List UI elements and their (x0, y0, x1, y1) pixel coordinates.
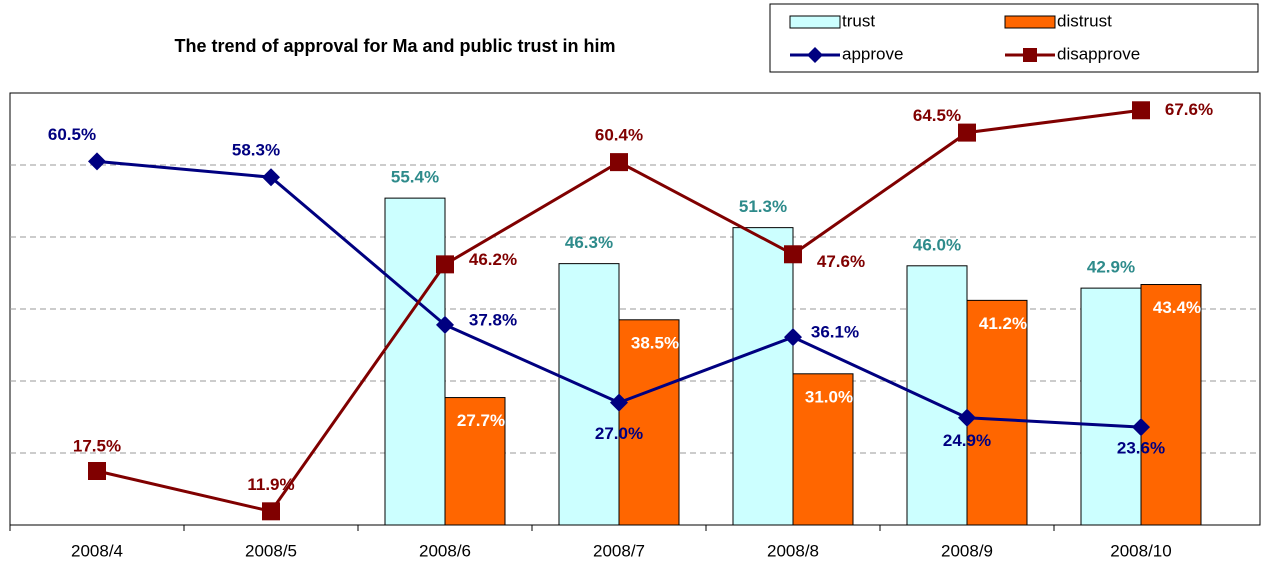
x-tick-label: 2008/5 (245, 541, 297, 560)
data-label: 27.7% (457, 411, 505, 430)
bar (732, 227, 794, 526)
marker (436, 255, 454, 274)
data-label: 17.5% (73, 436, 121, 455)
bar (558, 263, 620, 526)
marker (610, 153, 628, 172)
marker (1132, 418, 1150, 437)
data-label: 46.2% (469, 250, 517, 269)
data-label: 11.9% (247, 475, 294, 494)
bar (1080, 287, 1142, 526)
legend-label: trust (842, 11, 875, 30)
marker (262, 168, 280, 187)
data-label: 23.6% (1117, 439, 1165, 458)
data-label: 47.6% (817, 252, 865, 271)
x-tick-label: 2008/7 (593, 541, 645, 560)
marker (784, 245, 802, 264)
legend-swatch (789, 15, 841, 29)
data-label: 27.0% (595, 424, 643, 443)
data-label: 36.1% (811, 323, 859, 342)
marker (958, 408, 976, 427)
data-label: 51.3% (739, 197, 787, 216)
legend-label: approve (842, 44, 903, 63)
data-label: 67.6% (1165, 100, 1213, 119)
data-label: 43.4% (1153, 298, 1201, 317)
bar (966, 299, 1028, 526)
legend-label: disapprove (1057, 44, 1140, 63)
legend-marker (1023, 48, 1037, 62)
data-label: 60.5% (48, 125, 96, 144)
data-label: 60.4% (595, 126, 643, 145)
marker (784, 328, 802, 347)
bar (618, 319, 680, 526)
marker (1132, 101, 1150, 120)
marker (958, 123, 976, 142)
data-label: 42.9% (1087, 258, 1135, 277)
data-label: 55.4% (391, 168, 439, 187)
marker (88, 152, 106, 171)
marker (436, 315, 454, 334)
bar (444, 397, 506, 526)
bar (792, 373, 854, 526)
x-tick-label: 2008/10 (1110, 541, 1171, 560)
legend-box (769, 3, 1259, 73)
marker (610, 393, 628, 412)
legend-swatch (1004, 15, 1056, 29)
x-tick-label: 2008/4 (71, 541, 123, 560)
data-label: 31.0% (805, 387, 853, 406)
data-label: 46.0% (913, 235, 961, 254)
data-label: 64.5% (913, 106, 961, 125)
x-tick-label: 2008/8 (767, 541, 819, 560)
legend-label: distrust (1057, 11, 1112, 30)
marker (88, 462, 106, 480)
marker (262, 502, 280, 521)
data-label: 37.8% (469, 310, 517, 329)
chart-title: The trend of approval for Ma and public … (174, 36, 615, 56)
legend-marker (807, 47, 823, 63)
data-label: 58.3% (232, 141, 280, 160)
x-tick-label: 2008/6 (419, 541, 471, 560)
data-label: 24.9% (943, 431, 991, 450)
x-tick-label: 2008/9 (941, 541, 993, 560)
data-label: 38.5% (631, 333, 679, 352)
bar (1140, 284, 1202, 526)
data-label: 46.3% (565, 233, 613, 252)
bar (384, 197, 446, 526)
data-label: 41.2% (979, 314, 1027, 333)
